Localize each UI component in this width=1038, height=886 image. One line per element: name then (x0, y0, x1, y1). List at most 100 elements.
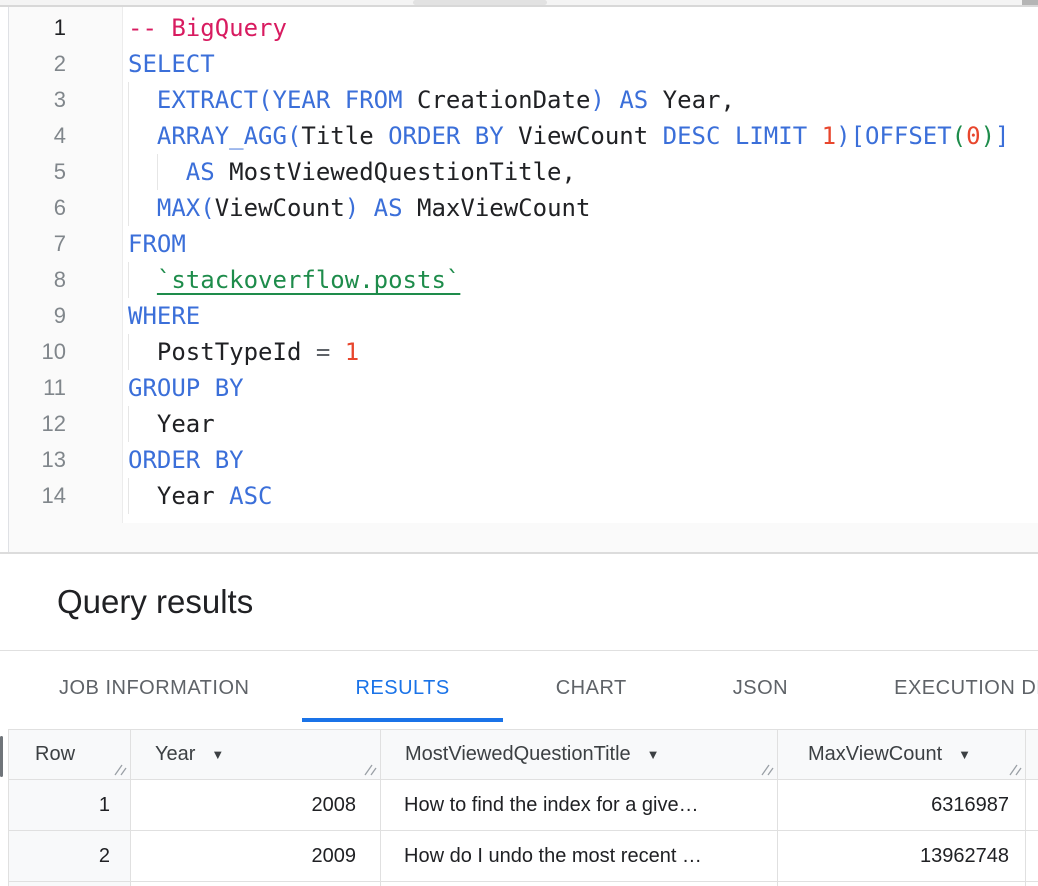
code-line[interactable]: `stackoverflow.posts` (124, 262, 1038, 298)
column-resize-handle-icon[interactable] (1008, 762, 1022, 776)
column-header-maxviewcount[interactable]: MaxViewCount▼ (778, 730, 1026, 779)
table-row: 12008How to find the index for a give…63… (9, 780, 1038, 831)
column-resize-handle-icon[interactable] (760, 762, 774, 776)
code-line[interactable]: FROM (124, 226, 1038, 262)
line-number: 6 (9, 190, 122, 226)
column-header-mostviewedquestiontitle[interactable]: MostViewedQuestionTitle ▼ (381, 730, 778, 779)
table-body: 12008How to find the index for a give…63… (9, 780, 1038, 882)
tab-chart[interactable]: CHART (503, 652, 680, 725)
code-token (720, 122, 734, 150)
code-token: GROUP BY (128, 374, 244, 402)
code-token: ) (345, 194, 359, 222)
code-token: ) (590, 86, 604, 114)
table-cell: 2 (9, 831, 131, 881)
code-token: Title (301, 122, 388, 150)
bigquery-workspace: 1234567891011121314 -- BigQuerySELECT EX… (0, 0, 1038, 886)
sort-arrow-icon[interactable]: ▼ (211, 731, 224, 779)
code-token: MaxViewCount (403, 194, 591, 222)
code-line[interactable]: -- BigQuery (124, 10, 1038, 46)
code-token: FROM (345, 86, 403, 114)
table-row: 22009How do I undo the most recent …1396… (9, 831, 1038, 882)
line-number: 12 (9, 406, 122, 442)
code-token: EXTRACT (157, 86, 258, 114)
column-resize-handle-icon[interactable] (113, 762, 127, 776)
results-table: RowYear▼MostViewedQuestionTitle▼MaxViewC… (8, 729, 1038, 886)
code-token: OFFSET (865, 122, 952, 150)
code-token: DESC (663, 122, 721, 150)
column-header-overflow (1026, 730, 1038, 779)
code-line[interactable]: Year ASC (124, 478, 1038, 514)
panel-drag-handle[interactable] (413, 0, 547, 5)
sort-arrow-icon[interactable]: ▼ (958, 731, 971, 779)
code-token: ARRAY_AGG (157, 122, 287, 150)
line-number: 14 (9, 478, 122, 514)
top-resize-bar[interactable] (0, 0, 1038, 7)
code-token: 1 (345, 338, 359, 366)
code-line[interactable]: EXTRACT(YEAR FROM CreationDate) AS Year, (124, 82, 1038, 118)
code-line[interactable]: SELECT (124, 46, 1038, 82)
code-token (330, 338, 344, 366)
code-token (128, 86, 157, 114)
table-cell (778, 882, 1026, 886)
code-token (330, 86, 344, 114)
column-header-year[interactable]: Year▼ (131, 730, 381, 779)
code-line[interactable]: ORDER BY (124, 442, 1038, 478)
table-cell: 6316987 (778, 780, 1026, 830)
code-line[interactable]: MAX(ViewCount) AS MaxViewCount (124, 190, 1038, 226)
sql-editor[interactable]: 1234567891011121314 -- BigQuerySELECT EX… (0, 7, 1038, 552)
code-token: CreationDate (403, 86, 591, 114)
line-number: 13 (9, 442, 122, 478)
table-cell: How do I undo the most recent … (381, 831, 778, 881)
code-token: ] (995, 122, 1009, 150)
code-token: AS (374, 194, 403, 222)
tab-execution-details[interactable]: EXECUTION DETAILS (841, 652, 1038, 725)
code-token: ViewCount (215, 194, 345, 222)
code-token: ViewCount (504, 122, 663, 150)
code-token: ) (981, 122, 995, 150)
tab-json[interactable]: JSON (680, 652, 841, 725)
line-number: 3 (9, 82, 122, 118)
table-cell: 1 (9, 780, 131, 830)
code-token: 1 (822, 122, 836, 150)
code-token: MAX (157, 194, 200, 222)
scrollbar-corner (1022, 0, 1038, 5)
table-header-row: RowYear▼MostViewedQuestionTitle▼MaxViewC… (9, 730, 1038, 780)
code-token: = (316, 338, 330, 366)
code-line[interactable]: ARRAY_AGG(Title ORDER BY ViewCount DESC … (124, 118, 1038, 154)
code-token (605, 86, 619, 114)
code-line[interactable]: WHERE (124, 298, 1038, 334)
code-token: ORDER BY (128, 446, 244, 474)
editor-bottom-margin (9, 523, 1038, 552)
line-number: 8 (9, 262, 122, 298)
code-token (128, 266, 157, 294)
table-cell (1026, 780, 1038, 830)
code-token: -- BigQuery (128, 14, 287, 42)
line-number: 11 (9, 370, 122, 406)
code-token: AS (186, 158, 215, 186)
code-line[interactable]: PostTypeId = 1 (124, 334, 1038, 370)
line-number: 9 (9, 298, 122, 334)
table-cell (9, 882, 131, 886)
tab-job-information[interactable]: JOB INFORMATION (6, 652, 302, 725)
column-label: MostViewedQuestionTitle (405, 743, 631, 765)
column-resize-handle-icon[interactable] (363, 762, 377, 776)
scrollbar-thumb[interactable] (0, 736, 3, 777)
code-token: Year, (648, 86, 735, 114)
code-token: ORDER BY (388, 122, 504, 150)
tab-results[interactable]: RESULTS (302, 652, 502, 725)
code-area[interactable]: -- BigQuery SELECT EXTRACT(YEAR FROM Crea… (124, 7, 1038, 526)
code-line[interactable]: Year (124, 406, 1038, 442)
code-line[interactable]: GROUP BY (124, 370, 1038, 406)
code-token: FROM (128, 230, 186, 258)
query-results-title: Query results (57, 554, 253, 650)
sort-arrow-icon[interactable]: ▼ (647, 731, 660, 779)
code-token: MostViewedQuestionTitle, (215, 158, 576, 186)
column-header-row[interactable]: Row (9, 730, 131, 779)
code-token: ASC (229, 482, 272, 510)
code-line[interactable]: AS MostViewedQuestionTitle, (124, 154, 1038, 190)
table-row-partial (9, 882, 1038, 886)
code-token: ( (287, 122, 301, 150)
code-token: 0 (966, 122, 980, 150)
line-number: 4 (9, 118, 122, 154)
table-reference-link[interactable]: `stackoverflow.posts` (157, 266, 460, 294)
